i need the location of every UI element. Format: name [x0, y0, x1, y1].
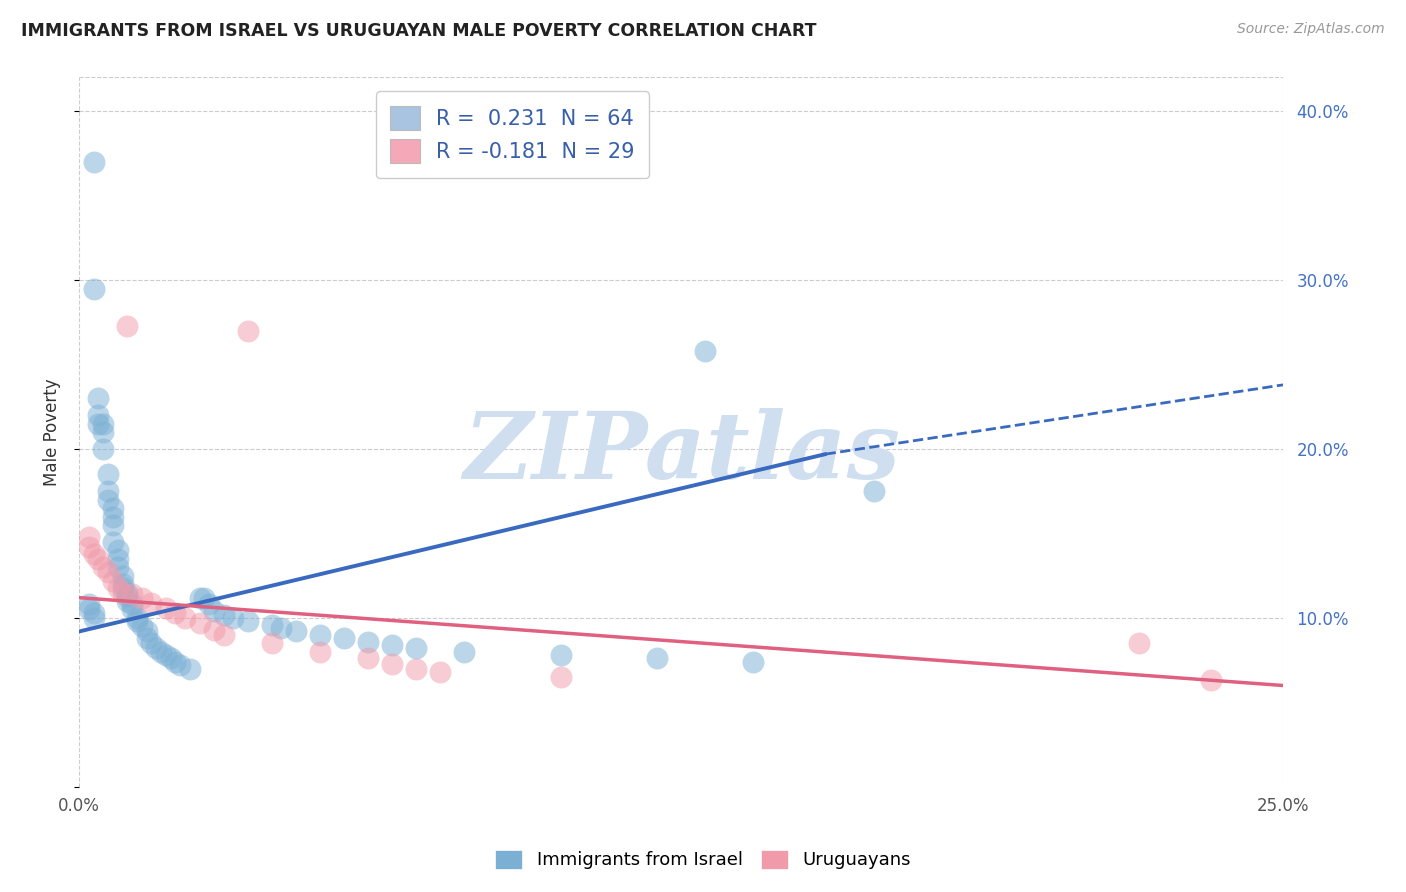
Point	[87, 392, 110, 406]
Point	[131, 619, 153, 633]
Point	[198, 598, 221, 612]
Point	[107, 551, 129, 566]
Point	[97, 492, 120, 507]
Point	[645, 651, 668, 665]
Point	[202, 623, 225, 637]
Point	[111, 568, 134, 582]
Point	[141, 596, 163, 610]
Point	[453, 645, 475, 659]
Point	[83, 606, 105, 620]
Point	[97, 566, 120, 580]
Point	[121, 602, 143, 616]
Point	[111, 577, 134, 591]
Point	[405, 641, 427, 656]
Point	[1128, 636, 1150, 650]
Point	[174, 611, 197, 625]
Point	[83, 547, 105, 561]
Point	[101, 509, 124, 524]
Point	[309, 628, 332, 642]
Point	[91, 425, 114, 439]
Point	[222, 611, 245, 625]
Point	[260, 636, 283, 650]
Point	[270, 621, 292, 635]
Point	[236, 324, 259, 338]
Point	[117, 585, 139, 599]
Point	[212, 607, 235, 622]
Text: IMMIGRANTS FROM ISRAEL VS URUGUAYAN MALE POVERTY CORRELATION CHART: IMMIGRANTS FROM ISRAEL VS URUGUAYAN MALE…	[21, 22, 817, 40]
Point	[87, 551, 110, 566]
Point	[141, 636, 163, 650]
Point	[107, 560, 129, 574]
Point	[121, 598, 143, 612]
Point	[77, 530, 100, 544]
Point	[77, 598, 100, 612]
Legend: R =  0.231  N = 64, R = -0.181  N = 29: R = 0.231 N = 64, R = -0.181 N = 29	[375, 91, 650, 178]
Point	[357, 634, 380, 648]
Text: Source: ZipAtlas.com: Source: ZipAtlas.com	[1237, 22, 1385, 37]
Point	[101, 501, 124, 516]
Point	[550, 670, 572, 684]
Point	[155, 648, 177, 662]
Point	[97, 467, 120, 482]
Point	[405, 662, 427, 676]
Point	[107, 543, 129, 558]
Point	[862, 484, 884, 499]
Point	[357, 651, 380, 665]
Y-axis label: Male Poverty: Male Poverty	[44, 378, 60, 486]
Point	[188, 591, 211, 605]
Point	[165, 606, 187, 620]
Point	[101, 535, 124, 549]
Point	[77, 602, 100, 616]
Point	[131, 591, 153, 605]
Point	[381, 638, 404, 652]
Point	[159, 651, 181, 665]
Point	[87, 409, 110, 423]
Point	[107, 581, 129, 595]
Point	[117, 589, 139, 603]
Point	[101, 574, 124, 588]
Point	[117, 594, 139, 608]
Point	[125, 615, 148, 629]
Point	[91, 442, 114, 456]
Point	[111, 585, 134, 599]
Point	[111, 581, 134, 595]
Point	[193, 591, 215, 605]
Point	[135, 624, 157, 639]
Point	[1199, 673, 1222, 688]
Point	[212, 628, 235, 642]
Point	[333, 631, 356, 645]
Point	[91, 417, 114, 431]
Point	[87, 417, 110, 431]
Point	[284, 624, 307, 639]
Point	[101, 518, 124, 533]
Point	[77, 540, 100, 554]
Point	[381, 657, 404, 671]
Text: ZIPatlas: ZIPatlas	[463, 409, 900, 499]
Point	[121, 587, 143, 601]
Point	[236, 615, 259, 629]
Point	[309, 645, 332, 659]
Point	[202, 604, 225, 618]
Point	[169, 658, 191, 673]
Point	[188, 615, 211, 630]
Point	[429, 665, 451, 679]
Point	[150, 645, 173, 659]
Point	[83, 611, 105, 625]
Point	[125, 611, 148, 625]
Point	[117, 318, 139, 333]
Legend: Immigrants from Israel, Uruguayans: Immigrants from Israel, Uruguayans	[486, 840, 920, 879]
Point	[83, 282, 105, 296]
Point	[165, 655, 187, 669]
Point	[135, 631, 157, 645]
Point	[742, 655, 765, 669]
Point	[91, 560, 114, 574]
Point	[83, 154, 105, 169]
Point	[695, 344, 717, 359]
Point	[145, 641, 167, 656]
Point	[155, 600, 177, 615]
Point	[550, 648, 572, 662]
Point	[260, 617, 283, 632]
Point	[97, 484, 120, 499]
Point	[179, 662, 201, 676]
